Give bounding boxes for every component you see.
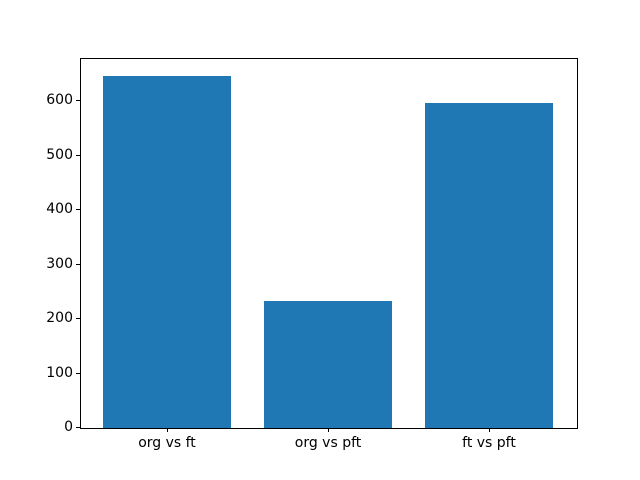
y-tick-label: 300 (46, 256, 73, 272)
y-tick-mark (76, 373, 80, 374)
x-tick-label: org vs ft (138, 435, 196, 451)
bar-org-vs-pft (263, 301, 393, 428)
y-tick-mark (76, 264, 80, 265)
x-tick-label: ft vs pft (462, 435, 516, 451)
plot-area (80, 58, 578, 429)
y-tick-label: 400 (46, 201, 73, 217)
y-tick-label: 0 (64, 419, 73, 435)
x-tick-label: org vs pft (294, 435, 362, 451)
y-tick-mark (76, 427, 80, 428)
y-tick-mark (76, 155, 80, 156)
y-tick-mark (76, 318, 80, 319)
y-tick-label: 100 (46, 365, 73, 381)
x-tick-mark (489, 428, 490, 432)
y-tick-mark (76, 209, 80, 210)
x-tick-mark (167, 428, 168, 432)
bar-ft-vs-pft (424, 103, 554, 428)
y-tick-mark (76, 100, 80, 101)
bar-org-vs-ft (102, 76, 232, 428)
x-tick-mark (328, 428, 329, 432)
y-tick-label: 200 (46, 310, 73, 326)
y-tick-label: 600 (46, 92, 73, 108)
y-tick-label: 500 (46, 147, 73, 163)
